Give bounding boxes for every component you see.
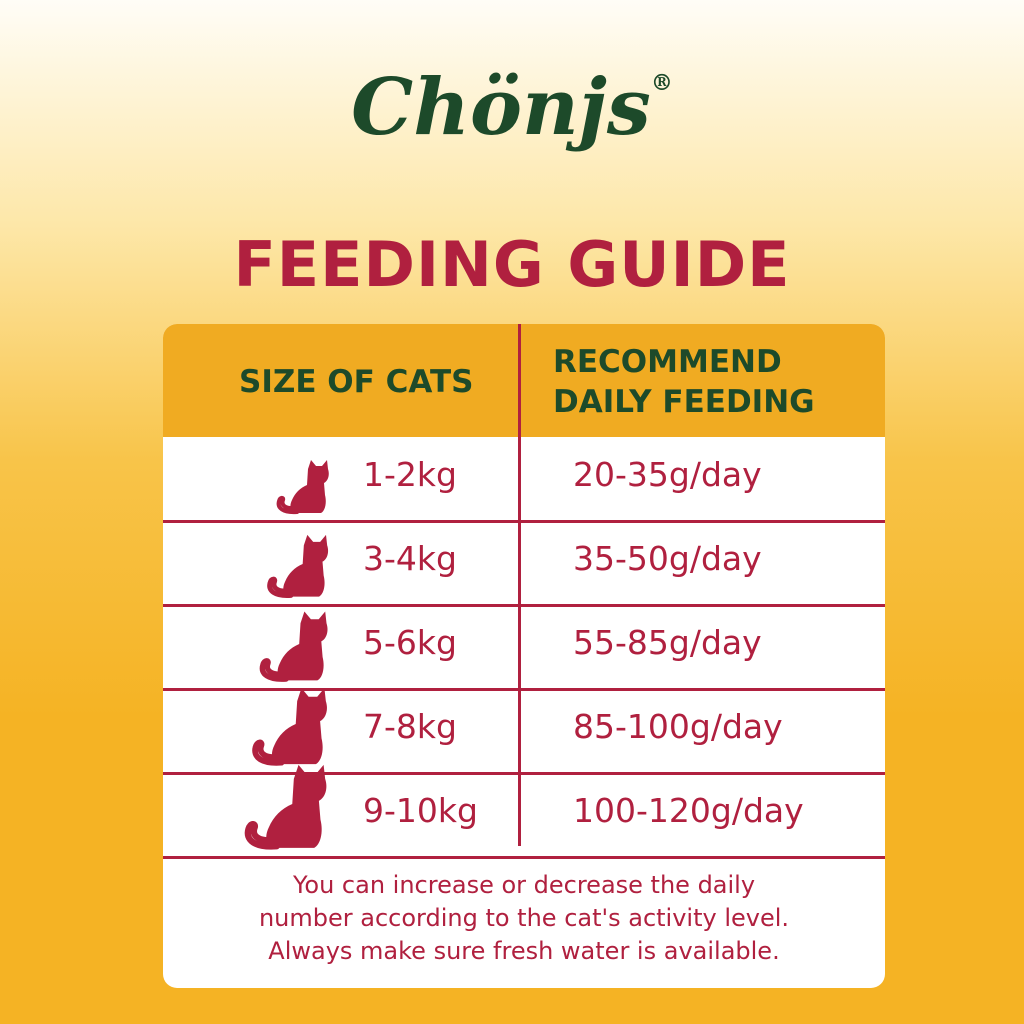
table-header bbox=[163, 324, 885, 437]
cat-icon bbox=[267, 534, 329, 598]
note: You can increase or decrease the daily nu… bbox=[163, 869, 885, 968]
cat-size: 3-4kg bbox=[363, 539, 457, 578]
note-line: number according to the cat's activity l… bbox=[258, 904, 790, 932]
daily-amount: 85-100g/day bbox=[573, 707, 783, 746]
row-divider bbox=[163, 856, 885, 859]
title: FEEDING GUIDE bbox=[233, 228, 791, 301]
cat-size: 9-10kg bbox=[363, 791, 478, 830]
daily-amount: 100-120g/day bbox=[573, 791, 804, 830]
cat-icon bbox=[276, 460, 329, 515]
daily-amount: 35-50g/day bbox=[573, 539, 762, 578]
header-cell: RECOMMEND DAILY FEEDING bbox=[553, 344, 815, 420]
row-divider bbox=[163, 688, 885, 691]
cat-size: 1-2kg bbox=[363, 455, 457, 494]
note-line: You can increase or decrease the daily bbox=[292, 871, 756, 899]
column-divider bbox=[518, 324, 521, 846]
cat-icon bbox=[244, 764, 327, 850]
daily-amount: 55-85g/day bbox=[573, 623, 762, 662]
cat-icon bbox=[252, 688, 327, 766]
cat-size: 5-6kg bbox=[363, 623, 457, 662]
cat-icon bbox=[259, 611, 328, 682]
brand-logo: Chönjs® bbox=[0, 62, 1024, 153]
feeding-table: SIZE OF CATS RECOMMEND DAILY FEEDING You… bbox=[163, 324, 885, 988]
row-divider bbox=[163, 772, 885, 775]
row-divider bbox=[163, 604, 885, 607]
daily-amount: 20-35g/day bbox=[573, 455, 762, 494]
note-line: Always make sure fresh water is availabl… bbox=[268, 937, 780, 965]
cat-size: 7-8kg bbox=[363, 707, 457, 746]
header-cell: SIZE OF CATS bbox=[239, 364, 474, 400]
registered-mark: ® bbox=[650, 70, 673, 96]
row-divider bbox=[163, 520, 885, 523]
brand-name: Chönjs bbox=[351, 62, 651, 153]
